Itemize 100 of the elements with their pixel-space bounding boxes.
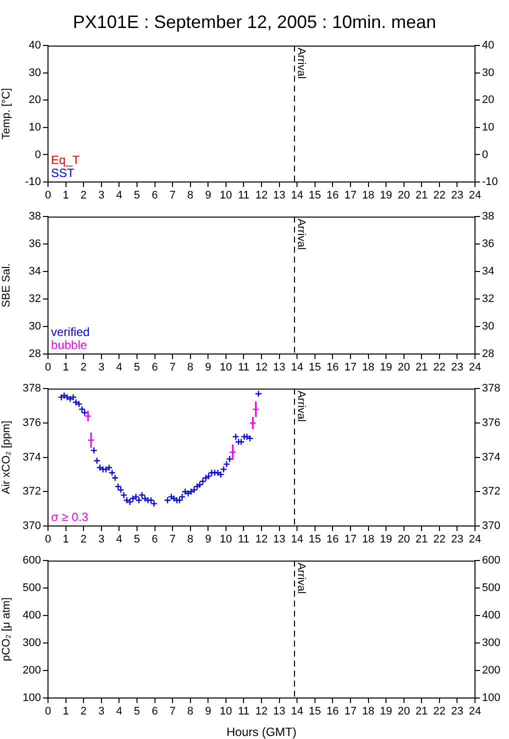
y-tick-label: 10 [28, 121, 41, 134]
y-tick-label: 378 [22, 382, 41, 395]
x-tick-label: 4 [116, 706, 122, 718]
y2-tick-label: 378 [482, 382, 500, 395]
x-tick-label: 6 [152, 706, 158, 718]
x-tick-label: 0 [44, 362, 52, 374]
annotation: SST [51, 166, 74, 180]
x-tick-label: 5 [134, 190, 140, 202]
x-tick-label: 2 [80, 190, 87, 202]
x-tick-label: 15 [308, 706, 321, 718]
x-tick-label: 13 [273, 534, 286, 546]
x-tick-label: 17 [344, 534, 357, 546]
y-tick-label: 36 [28, 238, 41, 250]
x-tick-label: 12 [255, 706, 268, 718]
x-tick-label: 21 [416, 190, 428, 202]
x-tick-label: 21 [416, 362, 428, 374]
x-tick-label: 14 [290, 534, 304, 546]
x-tick-label: 12 [255, 362, 268, 374]
y-tick-label: 100 [22, 692, 41, 704]
y2-tick-label: 376 [482, 416, 500, 429]
y2-tick-label: 200 [482, 664, 500, 677]
x-tick-label: 1 [62, 534, 69, 546]
y-tick-label: 0 [34, 148, 41, 161]
y-tick-label: 40 [28, 40, 41, 52]
x-tick-label: 18 [362, 534, 374, 546]
x-tick-label: 8 [187, 706, 194, 718]
x-tick-label: 23 [451, 362, 464, 374]
y-tick-label: 376 [22, 416, 41, 429]
x-tick-label: 14 [290, 190, 304, 202]
y-tick-label: 500 [22, 582, 41, 594]
x-tick-label: 6 [152, 362, 158, 374]
y2-tick-label: 300 [482, 637, 500, 650]
y-axis-title: pCO₂ [μ atm] [0, 597, 13, 662]
x-tick-label: 0 [44, 190, 52, 202]
ref-line-label: Arrival [294, 562, 307, 594]
x-tick-label: 9 [205, 706, 212, 718]
x-tick-label: 3 [98, 190, 104, 202]
x-tick-label: 11 [238, 362, 250, 374]
x-tick-label: 14 [290, 362, 304, 374]
x-tick-label: 20 [398, 534, 410, 546]
x-tick-label: 13 [273, 706, 286, 718]
y2-tick-label: 372 [482, 486, 500, 498]
x-tick-label: 19 [380, 190, 392, 202]
ref-line-label: Arrival [294, 48, 307, 79]
x-tick-label: 3 [98, 706, 104, 718]
x-tick-label: 5 [134, 706, 140, 718]
x-tick-label: 23 [451, 706, 464, 718]
x-tick-label: 22 [433, 190, 446, 202]
y2-tick-label: 400 [482, 610, 500, 622]
x-tick-label: 17 [344, 362, 357, 374]
y2-tick-label: 20 [482, 94, 494, 106]
y-tick-label: 28 [28, 348, 41, 360]
x-tick-label: 15 [308, 362, 321, 374]
x-tick-label: 24 [468, 362, 482, 374]
y-tick-label: 38 [28, 210, 41, 223]
x-tick-label: 22 [433, 534, 446, 546]
x-tick-label: 21 [416, 706, 428, 718]
x-tick-label: 7 [169, 362, 176, 374]
y-tick-label: 370 [22, 520, 41, 532]
x-tick-label: 7 [169, 706, 176, 718]
x-tick-label: 18 [362, 190, 374, 202]
y2-tick-label: 34 [482, 266, 494, 278]
x-tick-label: 17 [344, 706, 357, 718]
annotation: bubble [51, 338, 88, 352]
x-tick-label: 23 [451, 534, 464, 546]
x-tick-label: 5 [134, 362, 140, 374]
y-tick-label: 400 [22, 610, 41, 622]
x-tick-label: 22 [433, 706, 446, 718]
y2-tick-label: 40 [482, 40, 494, 52]
x-tick-label: 11 [238, 190, 250, 202]
x-tick-label: 16 [326, 362, 339, 374]
x-tick-label: 14 [290, 706, 304, 718]
y2-tick-label: 0 [482, 148, 488, 161]
x-tick-label: 6 [152, 534, 158, 546]
y-tick-label: 30 [28, 66, 41, 79]
y2-tick-label: 28 [482, 348, 494, 360]
chart-title: PX101E : September 12, 2005 : 10min. mean [72, 12, 436, 32]
x-tick-label: 20 [398, 706, 410, 718]
y2-tick-label: 100 [482, 692, 500, 704]
x-tick-label: 4 [116, 534, 122, 546]
y2-tick-label: 374 [482, 451, 500, 464]
x-tick-label: 2 [80, 706, 87, 718]
text: σ ≥ 0.3 [51, 510, 88, 524]
x-tick-label: 18 [362, 706, 374, 718]
x-tick-label: 24 [468, 534, 482, 546]
y-tick-label: 32 [28, 293, 41, 306]
x-tick-label: 5 [134, 534, 140, 546]
x-tick-label: 4 [116, 190, 122, 202]
x-axis-title: Hours (GMT) [226, 725, 296, 739]
x-tick-label: 13 [273, 190, 286, 202]
y2-tick-label: 36 [482, 238, 494, 250]
x-tick-label: 9 [205, 534, 212, 546]
y2-tick-label: 600 [482, 554, 500, 567]
y2-tick-label: 38 [482, 210, 494, 223]
x-tick-label: 11 [238, 534, 250, 546]
x-tick-label: 10 [220, 706, 232, 718]
x-tick-label: 8 [187, 534, 194, 546]
y-tick-label: 20 [28, 94, 41, 106]
x-tick-label: 24 [468, 706, 482, 718]
y-tick-label: 30 [28, 320, 41, 333]
